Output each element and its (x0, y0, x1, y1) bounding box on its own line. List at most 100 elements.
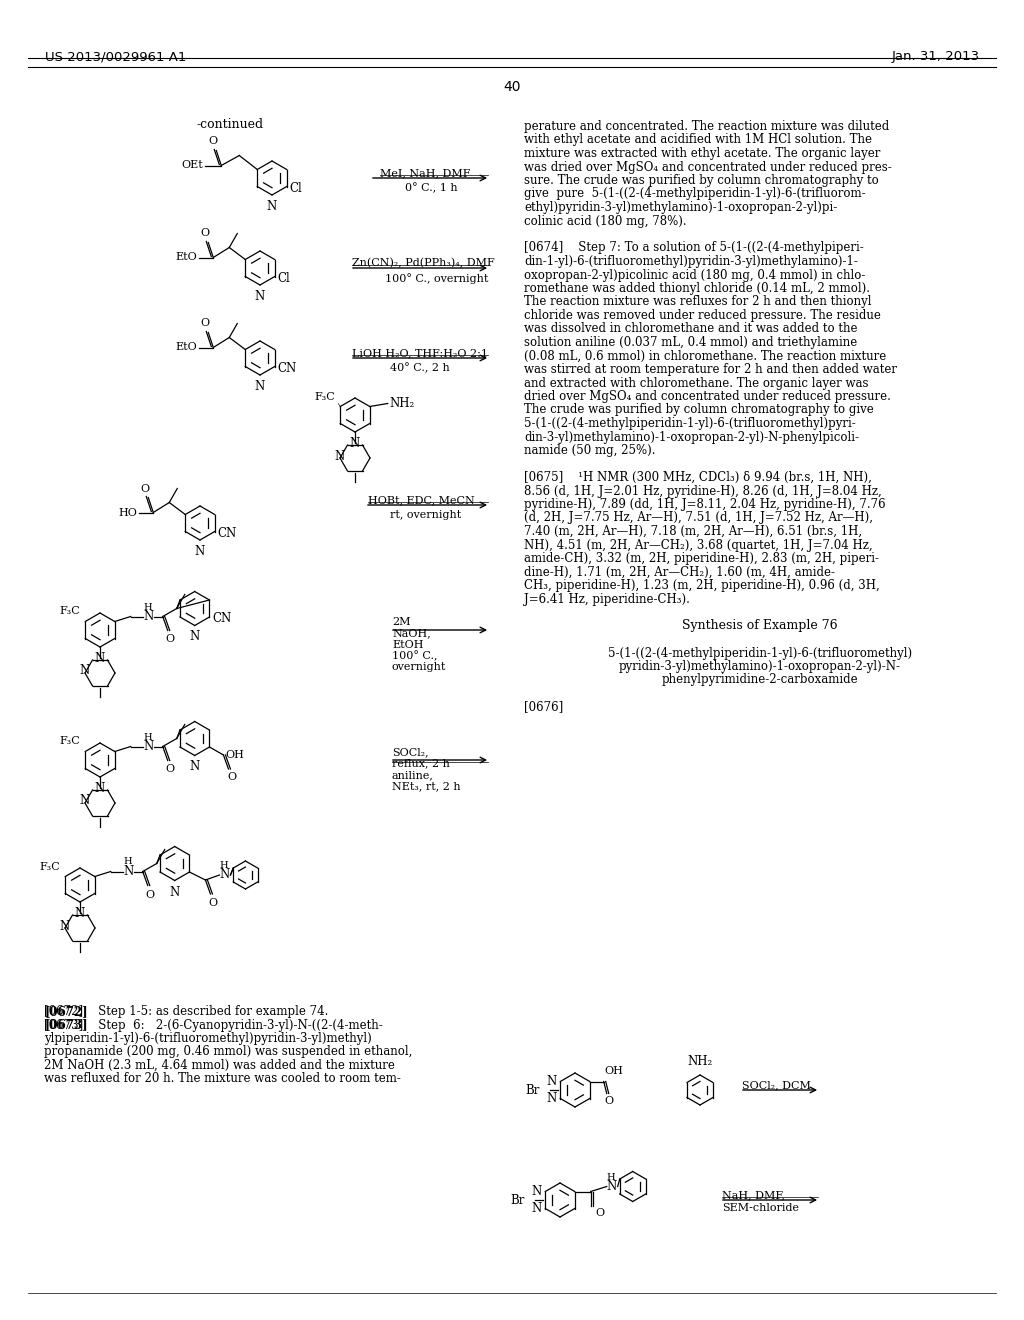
Text: O: O (165, 635, 174, 644)
Text: HOBt, EDC, MeCN: HOBt, EDC, MeCN (368, 495, 475, 506)
Text: dine-H), 1.71 (m, 2H, Ar—CH₂), 1.60 (m, 4H, amide-: dine-H), 1.71 (m, 2H, Ar—CH₂), 1.60 (m, … (524, 565, 835, 578)
Text: din-3-yl)methylamino)-1-oxopropan-2-yl)-N-phenylpicoli-: din-3-yl)methylamino)-1-oxopropan-2-yl)-… (524, 430, 859, 444)
Text: N: N (255, 380, 265, 393)
Text: EtOH: EtOH (392, 640, 424, 649)
Text: MeI, NaH, DMF: MeI, NaH, DMF (380, 168, 470, 178)
Text: was dissolved in chloromethane and it was added to the: was dissolved in chloromethane and it wa… (524, 322, 857, 335)
Text: ylpiperidin-1-yl)-6-(trifluoromethyl)pyridin-3-yl)methyl): ylpiperidin-1-yl)-6-(trifluoromethyl)pyr… (44, 1032, 372, 1045)
Text: NH₂: NH₂ (390, 397, 415, 411)
Text: NH₂: NH₂ (687, 1055, 713, 1068)
Text: romethane was added thionyl chloride (0.14 mL, 2 mmol).: romethane was added thionyl chloride (0.… (524, 282, 870, 294)
Text: F₃C: F₃C (59, 737, 80, 747)
Text: aniline,: aniline, (392, 770, 434, 780)
Text: SOCl₂, DCM: SOCl₂, DCM (742, 1080, 811, 1090)
Text: [0673]: [0673] (44, 1019, 88, 1031)
Text: solution aniline (0.037 mL, 0.4 mmol) and triethylamine: solution aniline (0.037 mL, 0.4 mmol) an… (524, 337, 857, 348)
Text: N: N (75, 907, 85, 920)
Text: N: N (143, 610, 154, 623)
Text: phenylpyrimidine-2-carboxamide: phenylpyrimidine-2-carboxamide (662, 673, 858, 686)
Text: O: O (227, 772, 236, 781)
Text: F₃C: F₃C (40, 862, 60, 871)
Text: F₃C: F₃C (314, 392, 335, 401)
Text: overnight: overnight (392, 663, 446, 672)
Text: ethyl)pyridin-3-yl)methylamino)-1-oxopropan-2-yl)pi-: ethyl)pyridin-3-yl)methylamino)-1-oxopro… (524, 201, 838, 214)
Text: N: N (80, 664, 90, 677)
Text: F₃C: F₃C (59, 606, 80, 616)
Text: The reaction mixture was refluxes for 2 h and then thionyl: The reaction mixture was refluxes for 2 … (524, 296, 871, 309)
Text: O: O (201, 318, 210, 329)
Text: OH: OH (225, 750, 245, 760)
Text: was stirred at room temperature for 2 h and then added water: was stirred at room temperature for 2 h … (524, 363, 897, 376)
Text: N: N (335, 450, 345, 462)
Text: N: N (267, 201, 278, 213)
Text: SEM-chloride: SEM-chloride (722, 1203, 799, 1213)
Text: give  pure  5-(1-((2-(4-methylpiperidin-1-yl)-6-(trifluorom-: give pure 5-(1-((2-(4-methylpiperidin-1-… (524, 187, 865, 201)
Text: CH₃, piperidine-H), 1.23 (m, 2H, piperidine-H), 0.96 (d, 3H,: CH₃, piperidine-H), 1.23 (m, 2H, piperid… (524, 579, 880, 591)
Text: N: N (546, 1074, 556, 1088)
Text: N: N (531, 1203, 542, 1214)
Text: SOCl₂,: SOCl₂, (392, 747, 429, 756)
Text: N: N (124, 865, 134, 878)
Text: pyridin-3-yl)methylamino)-1-oxopropan-2-yl)-N-: pyridin-3-yl)methylamino)-1-oxopropan-2-… (618, 660, 901, 673)
Text: was dried over MgSO₄ and concentrated under reduced pres-: was dried over MgSO₄ and concentrated un… (524, 161, 892, 173)
Text: N: N (95, 652, 105, 665)
Text: NaH, DMF,: NaH, DMF, (722, 1191, 784, 1200)
Text: 40: 40 (503, 81, 521, 94)
Text: sure. The crude was purified by column chromatography to: sure. The crude was purified by column c… (524, 174, 879, 187)
Text: N: N (59, 920, 70, 932)
Text: N: N (531, 1185, 542, 1199)
Text: N: N (95, 781, 105, 795)
Text: N: N (350, 437, 360, 450)
Text: EtO: EtO (175, 342, 198, 352)
Text: N: N (607, 1180, 617, 1193)
Text: H: H (124, 858, 132, 866)
Text: 40° C., 2 h: 40° C., 2 h (390, 363, 450, 374)
Text: O: O (596, 1209, 605, 1218)
Text: mixture was extracted with ethyl acetate. The organic layer: mixture was extracted with ethyl acetate… (524, 147, 881, 160)
Text: LiOH H₂O, THF:H₂O 2:1: LiOH H₂O, THF:H₂O 2:1 (352, 348, 488, 358)
Text: OH: OH (605, 1067, 624, 1077)
Text: 5-(1-((2-(4-methylpiperidin-1-yl)-6-(trifluoromethyl): 5-(1-((2-(4-methylpiperidin-1-yl)-6-(tri… (608, 647, 912, 660)
Text: (d, 2H, J=7.75 Hz, Ar—H), 7.51 (d, 1H, J=7.52 Hz, Ar—H),: (d, 2H, J=7.75 Hz, Ar—H), 7.51 (d, 1H, J… (524, 511, 873, 524)
Text: [0674]    Step 7: To a solution of 5-(1-((2-(4-methylpiperi-: [0674] Step 7: To a solution of 5-(1-((2… (524, 242, 864, 255)
Text: O: O (604, 1097, 613, 1106)
Text: O: O (208, 898, 217, 908)
Text: OEt: OEt (181, 161, 204, 170)
Text: 2M NaOH (2.3 mL, 4.64 mmol) was added and the mixture: 2M NaOH (2.3 mL, 4.64 mmol) was added an… (44, 1059, 395, 1072)
Text: NaOH,: NaOH, (392, 628, 431, 638)
Text: Br: Br (525, 1084, 540, 1097)
Text: amide-CH), 3.32 (m, 2H, piperidine-H), 2.83 (m, 2H, piperi-: amide-CH), 3.32 (m, 2H, piperidine-H), 2… (524, 552, 879, 565)
Text: CN: CN (212, 612, 231, 626)
Text: Synthesis of Example 76: Synthesis of Example 76 (682, 619, 838, 632)
Text: [0673]    Step  6:   2-(6-Cyanopyridin-3-yl)-N-((2-(4-meth-: [0673] Step 6: 2-(6-Cyanopyridin-3-yl)-N… (44, 1019, 383, 1031)
Text: O: O (145, 890, 155, 899)
Text: dried over MgSO₄ and concentrated under reduced pressure.: dried over MgSO₄ and concentrated under … (524, 389, 891, 403)
Text: Zn(CN)₂, Pd(PPh₃)₄, DMF: Zn(CN)₂, Pd(PPh₃)₄, DMF (352, 257, 495, 268)
Text: rt, overnight: rt, overnight (390, 510, 461, 520)
Text: [0675]    ¹H NMR (300 MHz, CDCl₃) δ 9.94 (br.s, 1H, NH),: [0675] ¹H NMR (300 MHz, CDCl₃) δ 9.94 (b… (524, 471, 871, 484)
Text: N: N (255, 290, 265, 304)
Text: with ethyl acetate and acidified with 1M HCl solution. The: with ethyl acetate and acidified with 1M… (524, 133, 872, 147)
Text: N: N (546, 1092, 556, 1105)
Text: NEt₃, rt, 2 h: NEt₃, rt, 2 h (392, 781, 461, 791)
Text: Jan. 31, 2013: Jan. 31, 2013 (892, 50, 980, 63)
Text: H: H (607, 1172, 615, 1181)
Text: N: N (170, 886, 180, 899)
Text: NH), 4.51 (m, 2H, Ar—CH₂), 3.68 (quartet, 1H, J=7.04 Hz,: NH), 4.51 (m, 2H, Ar—CH₂), 3.68 (quartet… (524, 539, 872, 552)
Text: perature and concentrated. The reaction mixture was diluted: perature and concentrated. The reaction … (524, 120, 889, 133)
Text: O: O (201, 228, 210, 239)
Text: CN: CN (218, 527, 237, 540)
Text: N: N (195, 545, 205, 558)
Text: H: H (219, 861, 228, 870)
Text: oxopropan-2-yl)picolinic acid (180 mg, 0.4 mmol) in chlo-: oxopropan-2-yl)picolinic acid (180 mg, 0… (524, 268, 865, 281)
Text: 7.40 (m, 2H, Ar—H), 7.18 (m, 2H, Ar—H), 6.51 (br.s, 1H,: 7.40 (m, 2H, Ar—H), 7.18 (m, 2H, Ar—H), … (524, 525, 862, 539)
Text: propanamide (200 mg, 0.46 mmol) was suspended in ethanol,: propanamide (200 mg, 0.46 mmol) was susp… (44, 1045, 413, 1059)
Text: [0672]    Step 1-5: as described for example 74.: [0672] Step 1-5: as described for exampl… (44, 1005, 329, 1018)
Text: N: N (219, 869, 229, 882)
Text: 100° C.,: 100° C., (392, 651, 437, 661)
Text: N: N (189, 760, 200, 774)
Text: was refluxed for 20 h. The mixture was cooled to room tem-: was refluxed for 20 h. The mixture was c… (44, 1072, 400, 1085)
Text: pyridine-H), 7.89 (dd, 1H, J=8.11, 2.04 Hz, pyridine-H), 7.76: pyridine-H), 7.89 (dd, 1H, J=8.11, 2.04 … (524, 498, 886, 511)
Text: HO: HO (119, 507, 137, 517)
Text: din-1-yl)-6-(trifluoromethyl)pyridin-3-yl)methylamino)-1-: din-1-yl)-6-(trifluoromethyl)pyridin-3-y… (524, 255, 858, 268)
